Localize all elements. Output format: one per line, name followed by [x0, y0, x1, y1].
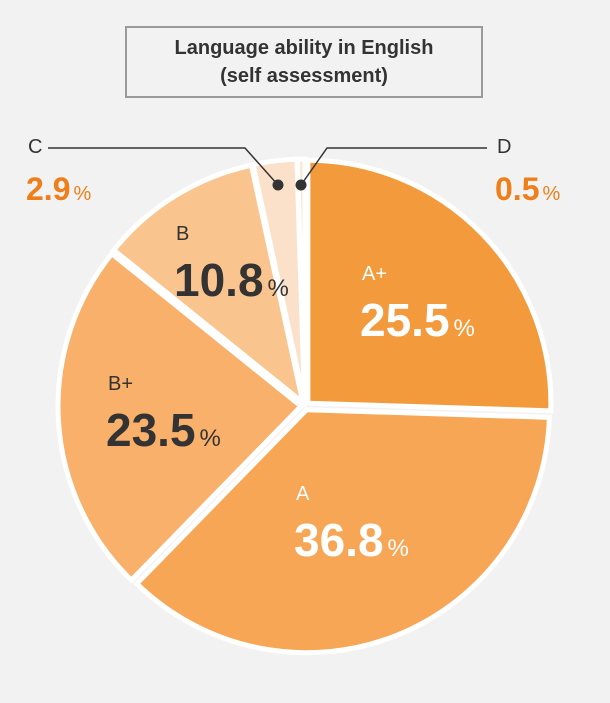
pie-slice-a [133, 407, 552, 656]
slice-value-a-plus: 25.5% [360, 294, 475, 346]
pie-slice-b-plus [55, 250, 305, 584]
slice-label-b-plus: B+ [108, 373, 133, 395]
pie-slice-b [110, 162, 307, 409]
leader-line-c [48, 147, 279, 186]
chart-title-box: Language ability in English (self assess… [125, 26, 483, 98]
pie-labels: A+ 25.5 % A 36.8 % B+ 23.5 % B 10.8 % C 2.9 % D 0.5% [26, 136, 560, 566]
chart-title-line-1: Language ability in English [174, 37, 434, 59]
leader-dot-c [272, 179, 284, 191]
leader-dot-d [295, 179, 307, 191]
slice-value-c: 2.9% [26, 171, 91, 207]
slice-label-d: D [497, 136, 511, 158]
slice-value-a: 36.8% [294, 514, 409, 566]
slice-value-d: 0.5% [495, 171, 560, 207]
slice-value-b: 10.8% [174, 254, 289, 306]
slice-label-a-plus: A+ [362, 263, 387, 285]
slice-label-c: C [28, 136, 42, 158]
slice-label-a: A [296, 483, 310, 505]
slice-label-b: B [176, 223, 189, 245]
leader-line-d [300, 147, 487, 186]
pie-slice-a-plus [305, 157, 554, 414]
chart-title-line-2: (self assessment) [220, 65, 388, 87]
pie-slice-d [294, 156, 308, 403]
pie-slices [55, 156, 554, 656]
slice-value-b-plus: 23.5% [106, 404, 221, 456]
